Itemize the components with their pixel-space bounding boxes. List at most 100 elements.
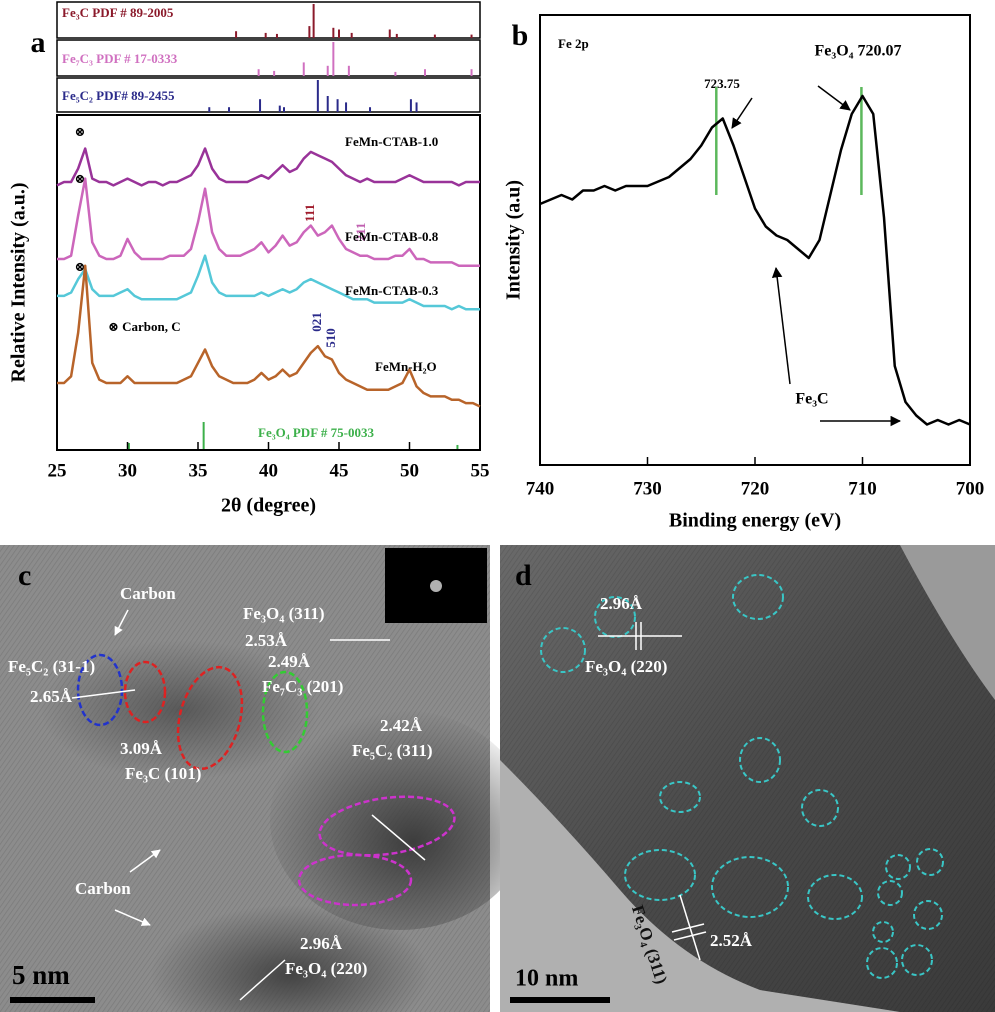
- outline: [739, 737, 781, 783]
- x-tick-label: 30: [118, 460, 137, 481]
- annotation: Fe₅C₂ (31-1): [8, 657, 95, 676]
- data-line: [56, 147, 480, 187]
- outline: [801, 789, 839, 827]
- annotation: Fe₃C (101): [125, 764, 201, 783]
- reference-label: Fe₃O₄ PDF # 75-0033: [258, 425, 374, 440]
- panel-label: c: [18, 559, 31, 592]
- outline: [877, 880, 903, 906]
- annotation: 2.52Å: [710, 931, 753, 950]
- annotation: Fe₃C: [795, 391, 828, 408]
- arrow: [673, 931, 707, 941]
- x-tick-label: 40: [259, 460, 278, 481]
- annotation: ⊗ Carbon, C: [108, 319, 181, 334]
- annotation: Fe₃O₄ 720.07: [815, 43, 902, 60]
- data-line: [57, 177, 480, 267]
- scale-bar: [10, 997, 95, 1003]
- scale-bar: [510, 997, 610, 1003]
- annotation: 2.96Å: [300, 934, 343, 953]
- annotation: 2.53Å: [245, 631, 288, 650]
- dark-region: [150, 905, 430, 1012]
- scale-bar-label: 10 nm: [515, 966, 578, 992]
- outline: [76, 653, 124, 727]
- dark-region: [270, 710, 530, 930]
- arrow: [71, 689, 136, 699]
- annotation: 2.49Å: [268, 652, 311, 671]
- outline: [659, 781, 701, 813]
- outline: [711, 856, 789, 918]
- data-line: [539, 94, 971, 426]
- reference-label: Fe₇C₃ PDF # 17-0333: [62, 51, 178, 66]
- tem-image-c: c Carbon Carbon Fe₃O₄ (311) 2.53Å Fe₅C₂ …: [0, 545, 530, 1012]
- annotation: 510: [323, 328, 338, 348]
- reference-frame: [56, 1, 481, 39]
- annotation: Fe₃O₄ (311): [243, 604, 324, 623]
- reference-label: Fe₃C PDF # 89-2005: [62, 5, 174, 20]
- data-line: [57, 264, 481, 408]
- scale-bar-label: 5 nm: [12, 960, 70, 990]
- arrow: [371, 814, 426, 861]
- arrow: [671, 923, 705, 933]
- outline: [624, 849, 696, 901]
- reference-label: Fe₅C₂ PDF# 89-2455: [62, 88, 175, 103]
- panel-label: d: [515, 559, 532, 592]
- y-axis-label: Intensity (a.u): [503, 180, 525, 300]
- x-tick-label: 45: [330, 460, 349, 481]
- tem-image-d: d 2.96Å Fe₃O₄ (220) Fe₃O₄ (311) 2.52Å 10…: [500, 545, 995, 1012]
- x-tick-label: 35: [189, 460, 208, 481]
- annotation: Fe₃O₄ (220): [285, 959, 367, 978]
- outline: [318, 795, 456, 857]
- x-tick-label: 700: [956, 478, 985, 499]
- annotation: 021: [309, 312, 324, 332]
- outline: [872, 921, 894, 943]
- carbon-marker: ⊗: [75, 171, 86, 186]
- series-label: FeMn-CTAB-1.0: [345, 134, 438, 149]
- arrow: [129, 849, 161, 873]
- arrow: [771, 266, 791, 385]
- light-region: [900, 545, 995, 700]
- chart-title: Fe 2p: [558, 36, 589, 51]
- annotation: Fe₅C₂ (311): [352, 741, 433, 760]
- annotation: Fe₃O₄ (220): [585, 657, 667, 676]
- carbon-marker: ⊗: [75, 259, 86, 274]
- plot-frame: [539, 14, 971, 466]
- outline: [540, 627, 586, 673]
- annotation: 2.65Å: [30, 687, 73, 706]
- outline: [866, 947, 898, 979]
- outline: [123, 660, 167, 724]
- panel-label: b: [512, 19, 529, 52]
- x-axis-label: 2θ (degree): [221, 495, 316, 517]
- x-tick-label: 740: [526, 478, 555, 499]
- annotation: 2.42Å: [380, 716, 423, 735]
- outline: [807, 874, 863, 920]
- light-region: [500, 760, 900, 1012]
- x-tick-label: 730: [633, 478, 662, 499]
- reference-frame: [56, 39, 481, 77]
- annotation: Carbon: [75, 879, 131, 898]
- arrow: [731, 97, 753, 129]
- x-tick-label: 55: [471, 460, 490, 481]
- annotation: Fe₇C₃ (201): [262, 677, 343, 696]
- data-line: [57, 254, 480, 311]
- annotation: Carbon: [120, 584, 176, 603]
- x-tick-label: 50: [400, 460, 419, 481]
- fft-spot: [430, 580, 442, 592]
- arrow: [114, 609, 129, 636]
- x-tick-label: 710: [848, 478, 877, 499]
- x-tick-label: 720: [741, 478, 770, 499]
- x-axis-label: Binding energy (eV): [669, 510, 841, 532]
- annotation: 211: [353, 223, 368, 242]
- series-label: FeMn-CTAB-0.8: [345, 229, 439, 244]
- outline: [901, 944, 933, 976]
- annotation: 111: [302, 204, 317, 222]
- annotation: 3.09Å: [120, 739, 163, 758]
- outline: [913, 900, 943, 930]
- outline: [916, 848, 944, 876]
- outline: [176, 665, 244, 771]
- reference-frame: [56, 77, 481, 113]
- outline: [297, 853, 413, 907]
- outline: [261, 670, 309, 754]
- x-tick-label: 25: [48, 460, 67, 481]
- arrow: [817, 85, 851, 111]
- y-axis-label: Relative Intensity (a.u.): [8, 183, 30, 383]
